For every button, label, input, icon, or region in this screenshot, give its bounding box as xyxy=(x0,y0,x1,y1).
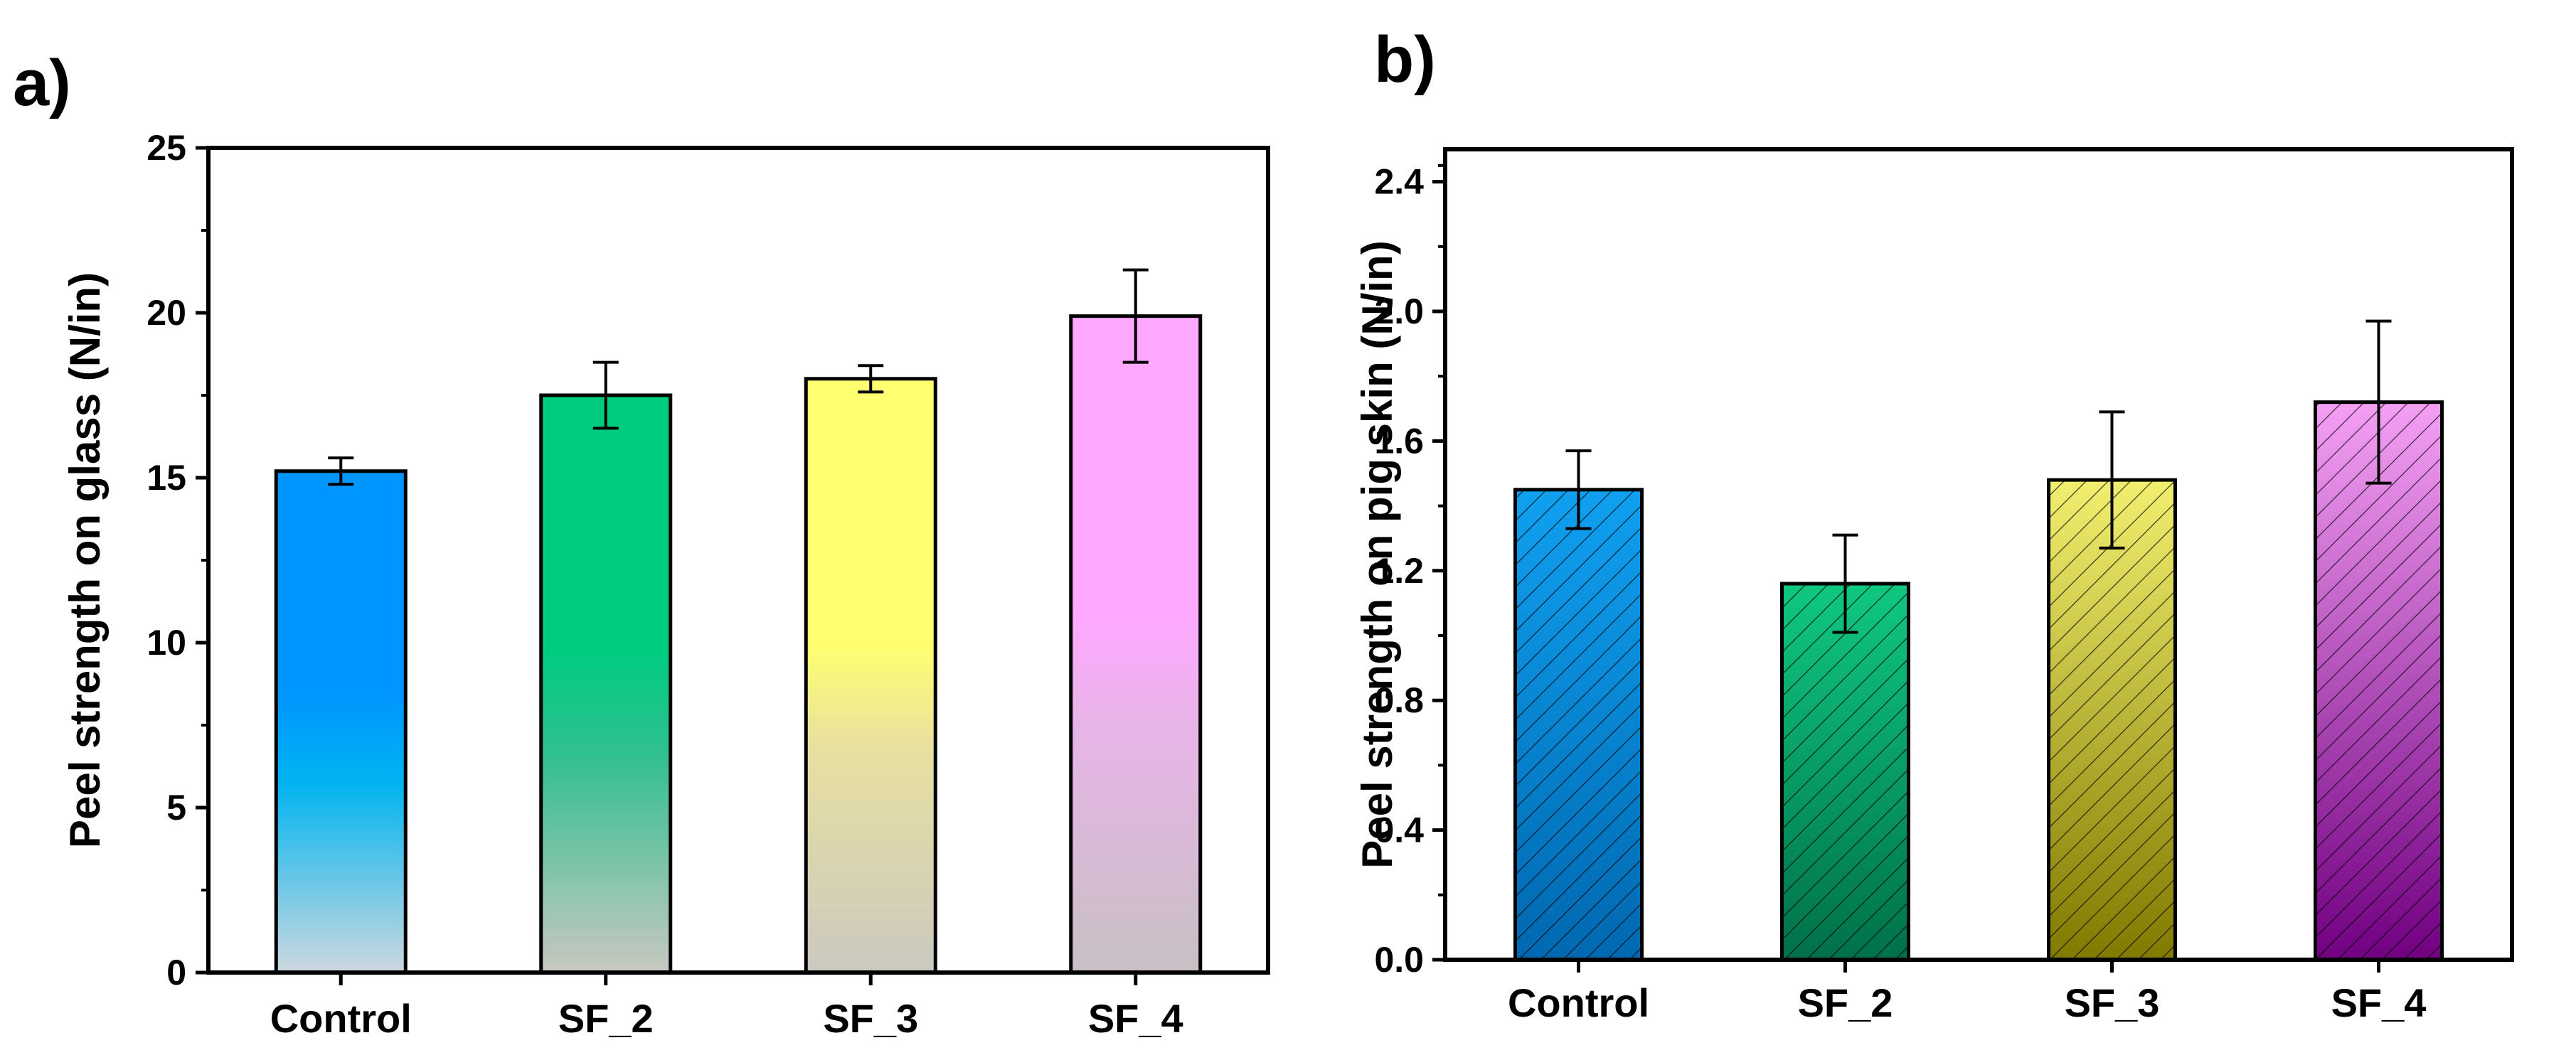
bar-a-SF_3 xyxy=(806,378,936,973)
chart-b-peel-pigskin: 0.0 0.4 0.8 1.2 1.6 2.0 2.4 Control SF_2 SF_3 SF_4… xyxy=(1353,147,2514,1025)
ytick-label-a-5: 25 xyxy=(147,128,186,168)
ytick-label-a-2: 10 xyxy=(147,623,186,663)
ytick-label-b-1: 0.4 xyxy=(1374,810,1424,850)
xtick-label-b-SF_3: SF_3 xyxy=(2065,980,2160,1025)
ytick-label-a-0: 0 xyxy=(166,953,186,992)
ytick-label-a-3: 15 xyxy=(147,458,186,498)
bar-hatch-b-SF_3 xyxy=(2048,480,2176,960)
ytick-label-b-5: 2.0 xyxy=(1374,291,1424,331)
error-bar-a-SF_4 xyxy=(1122,268,1149,364)
error-bar-b-SF_4 xyxy=(2365,319,2392,485)
panel-label-b: b) xyxy=(1374,23,1436,96)
error-bar-a-SF_3 xyxy=(858,364,884,394)
ytick-label-a-4: 20 xyxy=(147,293,186,333)
bar-hatch-b-SF_2 xyxy=(1782,584,1909,960)
plot-frame-a xyxy=(206,146,1270,975)
xtick-label-b-SF_4: SF_4 xyxy=(2331,980,2427,1025)
bar-hatch-b-SF_4 xyxy=(2315,402,2442,960)
error-bar-a-Control xyxy=(328,456,354,486)
ytick-label-b-6: 2.4 xyxy=(1374,162,1424,202)
ytick-label-b-3: 1.2 xyxy=(1374,551,1424,591)
error-bar-b-SF_2 xyxy=(1832,533,1858,634)
ytick-label-a-1: 5 xyxy=(166,788,186,828)
y-axis-title-a: Peel strength on glass (N/in) xyxy=(61,272,109,848)
xtick-label-a-SF_3: SF_3 xyxy=(823,996,918,1041)
panel-label-a: a) xyxy=(13,47,71,119)
xtick-label-a-SF_2: SF_2 xyxy=(558,996,654,1041)
error-bar-b-SF_3 xyxy=(2099,410,2125,550)
ytick-label-b-0: 0.0 xyxy=(1374,940,1424,980)
bar-a-SF_2 xyxy=(541,395,671,973)
bar-a-SF_4 xyxy=(1070,316,1201,973)
xtick-label-a-Control: Control xyxy=(270,996,412,1041)
error-bar-b-Control xyxy=(1565,449,1592,530)
bar-hatch-b-Control xyxy=(1515,489,1642,960)
error-bar-a-SF_2 xyxy=(592,360,619,430)
ytick-label-b-2: 0.8 xyxy=(1374,680,1424,720)
chart-a-peel-glass: 0 5 10 15 20 25 Control SF_2 SF_3 SF_4 Peel streng… xyxy=(61,128,1270,1041)
xtick-label-b-Control: Control xyxy=(1508,980,1649,1025)
plot-frame-b xyxy=(1443,147,2514,962)
xtick-label-b-SF_2: SF_2 xyxy=(1798,980,1893,1025)
bar-a-Control xyxy=(276,471,406,973)
xtick-label-a-SF_4: SF_4 xyxy=(1088,996,1183,1041)
ytick-label-b-4: 1.6 xyxy=(1374,421,1424,461)
y-axis-title-b: Peel strength on pig skin (N/in) xyxy=(1353,240,1401,868)
